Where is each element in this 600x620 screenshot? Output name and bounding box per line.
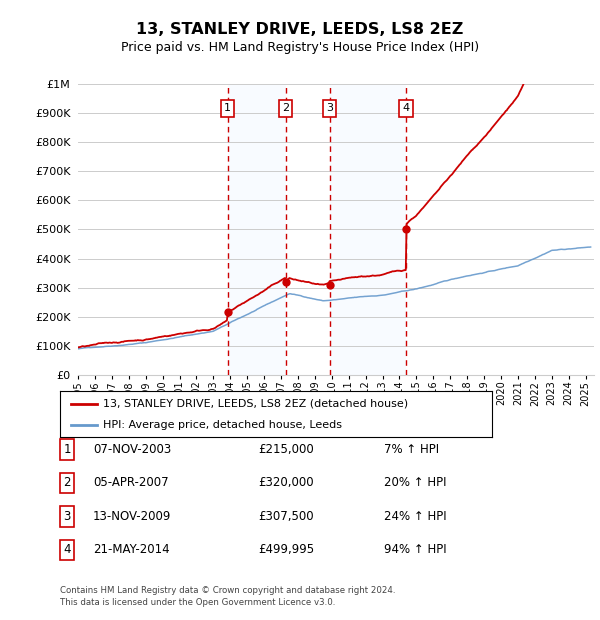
Bar — [228, 84, 286, 375]
Text: 1: 1 — [224, 104, 231, 113]
Text: 13, STANLEY DRIVE, LEEDS, LS8 2EZ: 13, STANLEY DRIVE, LEEDS, LS8 2EZ — [136, 22, 464, 37]
Text: 07-NOV-2003: 07-NOV-2003 — [93, 443, 171, 456]
Text: 7% ↑ HPI: 7% ↑ HPI — [384, 443, 439, 456]
Text: 21-MAY-2014: 21-MAY-2014 — [93, 544, 170, 556]
Text: This data is licensed under the Open Government Licence v3.0.: This data is licensed under the Open Gov… — [60, 598, 335, 607]
Text: 3: 3 — [64, 510, 71, 523]
Text: 24% ↑ HPI: 24% ↑ HPI — [384, 510, 446, 523]
Text: 4: 4 — [64, 544, 71, 556]
Text: 3: 3 — [326, 104, 333, 113]
Bar — [329, 84, 406, 375]
Text: £307,500: £307,500 — [258, 510, 314, 523]
Text: Contains HM Land Registry data © Crown copyright and database right 2024.: Contains HM Land Registry data © Crown c… — [60, 586, 395, 595]
Text: £215,000: £215,000 — [258, 443, 314, 456]
Text: 13, STANLEY DRIVE, LEEDS, LS8 2EZ (detached house): 13, STANLEY DRIVE, LEEDS, LS8 2EZ (detac… — [103, 399, 409, 409]
Text: 05-APR-2007: 05-APR-2007 — [93, 477, 169, 489]
Text: 13-NOV-2009: 13-NOV-2009 — [93, 510, 172, 523]
Text: 20% ↑ HPI: 20% ↑ HPI — [384, 477, 446, 489]
Text: 2: 2 — [64, 477, 71, 489]
Text: £320,000: £320,000 — [258, 477, 314, 489]
Text: 1: 1 — [64, 443, 71, 456]
Text: 94% ↑ HPI: 94% ↑ HPI — [384, 544, 446, 556]
Text: 4: 4 — [403, 104, 409, 113]
Text: Price paid vs. HM Land Registry's House Price Index (HPI): Price paid vs. HM Land Registry's House … — [121, 41, 479, 53]
Text: HPI: Average price, detached house, Leeds: HPI: Average price, detached house, Leed… — [103, 420, 342, 430]
Text: £499,995: £499,995 — [258, 544, 314, 556]
Text: 2: 2 — [282, 104, 289, 113]
